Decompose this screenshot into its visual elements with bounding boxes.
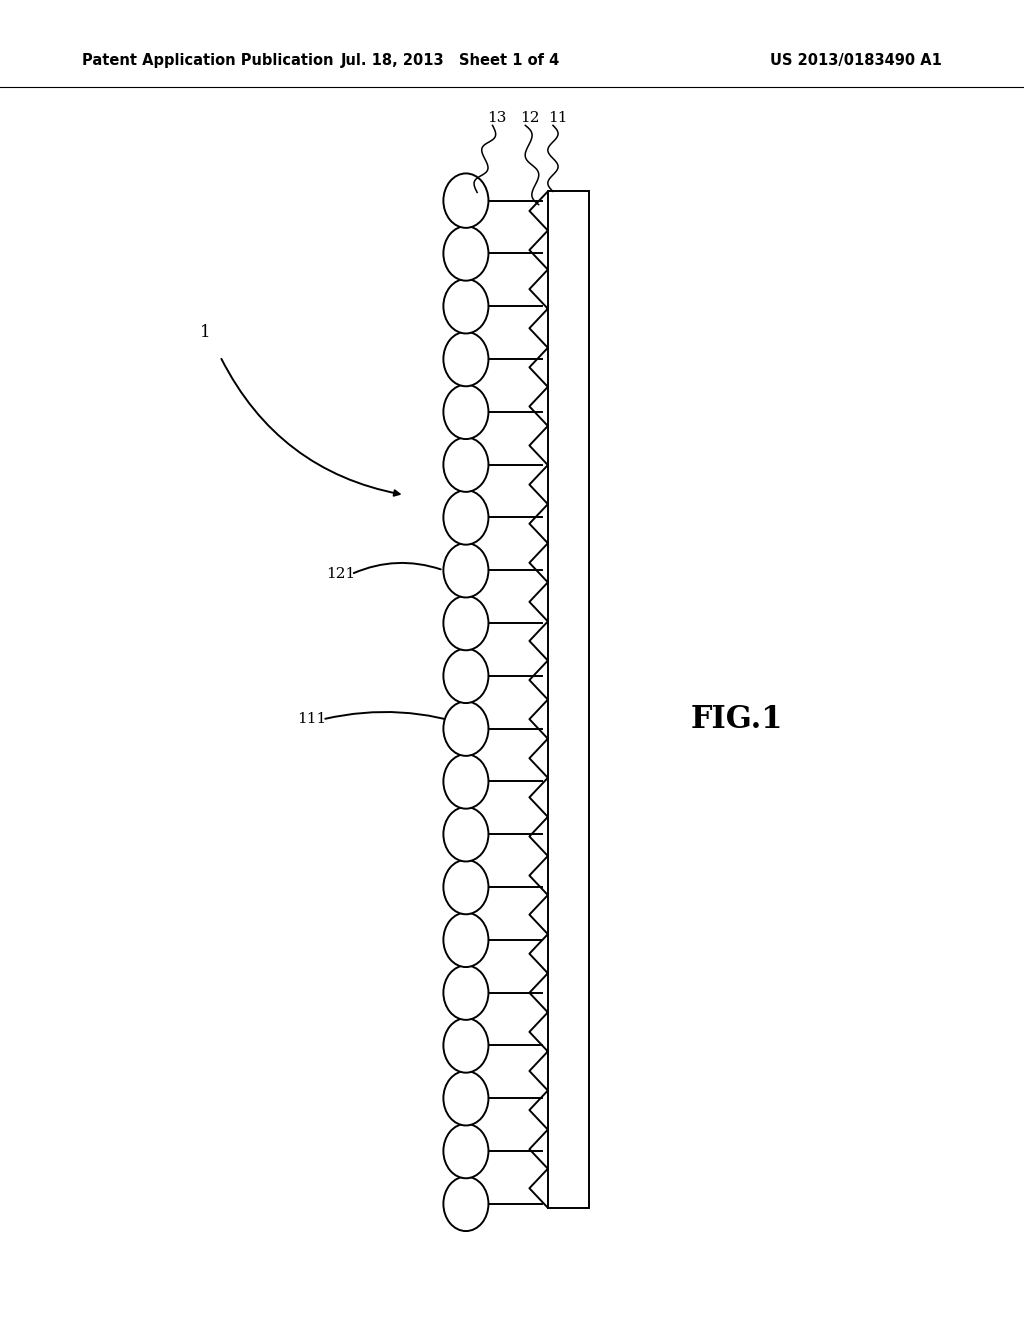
Ellipse shape <box>443 1018 488 1073</box>
Ellipse shape <box>443 648 488 704</box>
Bar <box>548 191 589 1208</box>
Text: 13: 13 <box>487 111 507 125</box>
Text: Patent Application Publication: Patent Application Publication <box>82 53 334 67</box>
Ellipse shape <box>443 912 488 968</box>
Ellipse shape <box>443 437 488 492</box>
Ellipse shape <box>443 1071 488 1126</box>
Text: 11: 11 <box>548 111 567 125</box>
Text: 121: 121 <box>326 568 355 581</box>
Text: US 2013/0183490 A1: US 2013/0183490 A1 <box>770 53 942 67</box>
Ellipse shape <box>443 965 488 1020</box>
Ellipse shape <box>443 1176 488 1232</box>
Ellipse shape <box>443 226 488 281</box>
Ellipse shape <box>443 331 488 387</box>
Ellipse shape <box>443 754 488 809</box>
Ellipse shape <box>443 701 488 756</box>
Ellipse shape <box>443 173 488 228</box>
Ellipse shape <box>443 1123 488 1179</box>
FancyArrowPatch shape <box>326 711 474 727</box>
Text: Jul. 18, 2013   Sheet 1 of 4: Jul. 18, 2013 Sheet 1 of 4 <box>341 53 560 67</box>
Ellipse shape <box>443 859 488 915</box>
Ellipse shape <box>443 807 488 862</box>
FancyArrowPatch shape <box>353 562 440 573</box>
Ellipse shape <box>443 384 488 440</box>
Text: FIG.1: FIG.1 <box>691 704 783 735</box>
FancyArrowPatch shape <box>221 359 399 496</box>
Ellipse shape <box>443 490 488 545</box>
Ellipse shape <box>443 543 488 598</box>
Text: 12: 12 <box>520 111 540 125</box>
Ellipse shape <box>443 279 488 334</box>
Text: 1: 1 <box>200 323 210 341</box>
Ellipse shape <box>443 595 488 651</box>
Text: 111: 111 <box>297 713 327 726</box>
